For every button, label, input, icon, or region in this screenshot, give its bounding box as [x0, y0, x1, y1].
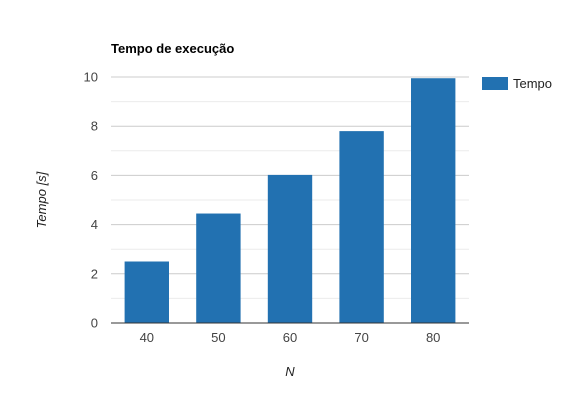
bars — [124, 78, 456, 323]
y-tick-label: 10 — [84, 70, 98, 85]
legend-swatch — [482, 77, 508, 90]
y-tick-labels: 0 2 4 6 8 10 — [84, 70, 98, 331]
legend-label-tempo: Tempo — [513, 76, 552, 91]
bar-50 — [196, 213, 241, 323]
y-tick-label: 2 — [91, 266, 98, 281]
x-tick-label: 50 — [211, 330, 225, 345]
bar-80 — [411, 78, 456, 323]
x-tick-labels: 40 50 60 70 80 — [140, 330, 441, 345]
x-axis-label: N — [285, 364, 295, 379]
x-tick-label: 80 — [426, 330, 440, 345]
y-axis-label: Tempo [s] — [34, 171, 49, 228]
bar-70 — [339, 131, 384, 323]
x-tick-label: 70 — [354, 330, 368, 345]
y-tick-label: 6 — [91, 168, 98, 183]
y-tick-label: 4 — [91, 217, 98, 232]
y-tick-label: 0 — [91, 316, 98, 331]
bar-40 — [124, 261, 169, 323]
chart-title: Tempo de execução — [111, 41, 234, 56]
bar-60 — [267, 174, 313, 323]
x-tick-label: 40 — [140, 330, 154, 345]
y-tick-label: 8 — [91, 119, 98, 134]
x-tick-label: 60 — [283, 330, 297, 345]
legend: Tempo — [482, 76, 552, 91]
